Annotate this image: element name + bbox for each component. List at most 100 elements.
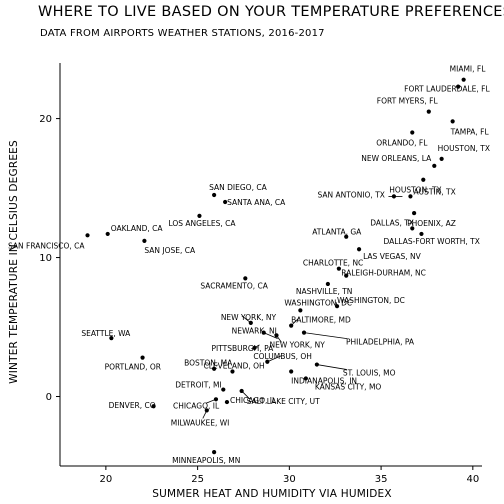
y-tick-label: 10 <box>39 253 52 264</box>
data-point <box>212 366 217 371</box>
point-label: CLEVELAND, OH <box>203 362 264 371</box>
label-leader-line <box>267 355 282 363</box>
data-point <box>230 369 235 374</box>
point-label: SAN FRANCISCO, CA <box>8 241 85 250</box>
data-point <box>212 192 217 198</box>
data-point <box>303 376 308 381</box>
point-label: PHOENIX, AZ <box>407 219 456 228</box>
data-point <box>105 231 110 237</box>
data-point <box>356 247 362 252</box>
data-point <box>421 177 426 182</box>
point-label: MILWAUKEE, WI <box>171 418 230 427</box>
point-label: SEATTLE, WA <box>81 329 131 338</box>
point-label: WASHINGTON, DC <box>284 298 352 307</box>
point-label: SALT LAKE CITY, UT <box>247 397 321 406</box>
x-tick-label: 35 <box>375 474 388 485</box>
point-label: ORLANDO, FL <box>376 138 428 147</box>
point-label: MIAMI, FL <box>450 65 487 74</box>
data-point <box>212 450 217 455</box>
point-label: COLUMBUS, OH <box>253 352 312 361</box>
point-label: DETROIT, MI <box>175 381 221 390</box>
point-label: AUSTIN, TX <box>413 187 455 196</box>
label-leader-line <box>202 410 208 419</box>
data-point <box>408 194 413 199</box>
data-point <box>432 163 437 168</box>
data-point <box>197 213 202 218</box>
data-point <box>461 77 466 82</box>
data-point <box>289 369 294 374</box>
y-axis-title: WINTER TEMPERATURE IN CELSIUS DEGREES <box>8 140 20 384</box>
point-label: MINNEAPOLIS, MN <box>172 456 240 465</box>
point-label: CHICAGO, IL <box>173 401 220 410</box>
point-label: SAN ANTONIO, TX <box>317 190 384 199</box>
point-label: NASHVILLE, TN <box>296 287 353 296</box>
label-leader-line <box>303 332 348 339</box>
point-label: NEWARK, NJ <box>232 327 277 336</box>
point-label: DALLAS, TX <box>370 218 414 227</box>
point-label: NEW ORLEANS, LA <box>361 154 432 163</box>
data-point <box>243 276 248 281</box>
point-label: WASHINGTON, DC <box>337 296 405 305</box>
chart-title: WHERE TO LIVE BASED ON YOUR TEMPERATURE … <box>38 4 504 20</box>
x-ticks: 20 25 30 35 40 <box>100 466 479 485</box>
point-label: SACRAMENTO, CA <box>200 281 268 290</box>
point-label: HOUSTON, TX <box>438 144 490 153</box>
point-label: FORT MYERS, FL <box>377 97 439 106</box>
point-label: LAS VEGAS, NV <box>363 252 422 261</box>
data-point <box>419 231 424 237</box>
point-label: ATLANTA, GA <box>312 228 362 237</box>
data-point <box>142 238 147 243</box>
label-leader-line <box>254 344 260 349</box>
data-point <box>325 281 330 287</box>
point-label: KANSAS CITY, MO <box>315 382 382 391</box>
x-tick-label: 25 <box>191 474 204 485</box>
point-label: SAN DIEGO, CA <box>209 183 267 192</box>
point-label: CHICAGO, IL <box>230 396 277 405</box>
data-point <box>223 199 228 205</box>
chart-subtitle: DATA FROM AIRPORTS WEATHER STATIONS, 201… <box>40 28 325 39</box>
x-tick-label: 40 <box>466 474 479 485</box>
point-label: PHILADELPHIA, PA <box>346 338 415 347</box>
label-leader-line <box>241 315 252 324</box>
point-label: FORT LAUDERDALE, FL <box>404 85 490 94</box>
data-point <box>85 233 90 238</box>
data-point <box>109 336 114 341</box>
data-point <box>151 404 156 409</box>
point-label: PITTSBURGH, PA <box>211 344 274 353</box>
data-point <box>344 234 349 239</box>
point-label: SANTA ANA, CA <box>227 198 286 207</box>
label-leader-line <box>290 317 300 326</box>
label-leader-line <box>263 332 278 339</box>
point-label: TAMPA, FL <box>450 127 490 136</box>
x-axis-title: SUMMER HEAT AND HUMIDITY VIA HUMIDEX <box>152 488 392 500</box>
data-point <box>410 130 415 135</box>
point-label: BOSTON, MA <box>184 359 233 368</box>
y-tick-label: 0 <box>46 392 52 403</box>
point-label: LOS ANGELES, CA <box>168 219 236 228</box>
data-point <box>426 109 431 114</box>
point-label: ST. LOUIS, MO <box>343 369 396 378</box>
point-label: RALEIGH-DURHAM, NC <box>341 269 426 278</box>
data-point <box>450 119 455 124</box>
data-point <box>410 226 415 231</box>
label-leader-line <box>316 364 347 370</box>
data-point <box>298 308 303 313</box>
point-label: SAN JOSE, CA <box>144 246 196 255</box>
data-point <box>140 355 145 360</box>
x-tick-label: 30 <box>283 474 296 485</box>
label-leader-line <box>241 390 250 400</box>
data-point <box>456 84 461 89</box>
data-point <box>224 399 230 405</box>
point-label: CHARLOTTE, NC <box>303 259 363 268</box>
point-label: HOUSTON, TX <box>389 186 441 195</box>
point-label: OAKLAND, CA <box>111 224 164 233</box>
data-point <box>412 210 417 216</box>
x-tick-label: 20 <box>100 474 113 485</box>
y-ticks: 0 10 20 <box>39 114 60 403</box>
point-label: PORTLAND, OR <box>105 363 161 372</box>
point-label: DALLAS-FORT WORTH, TX <box>383 237 479 246</box>
label-leader-line <box>335 302 338 307</box>
point-label: NEW YORK, NY <box>270 340 326 349</box>
label-leader-line <box>276 335 282 343</box>
